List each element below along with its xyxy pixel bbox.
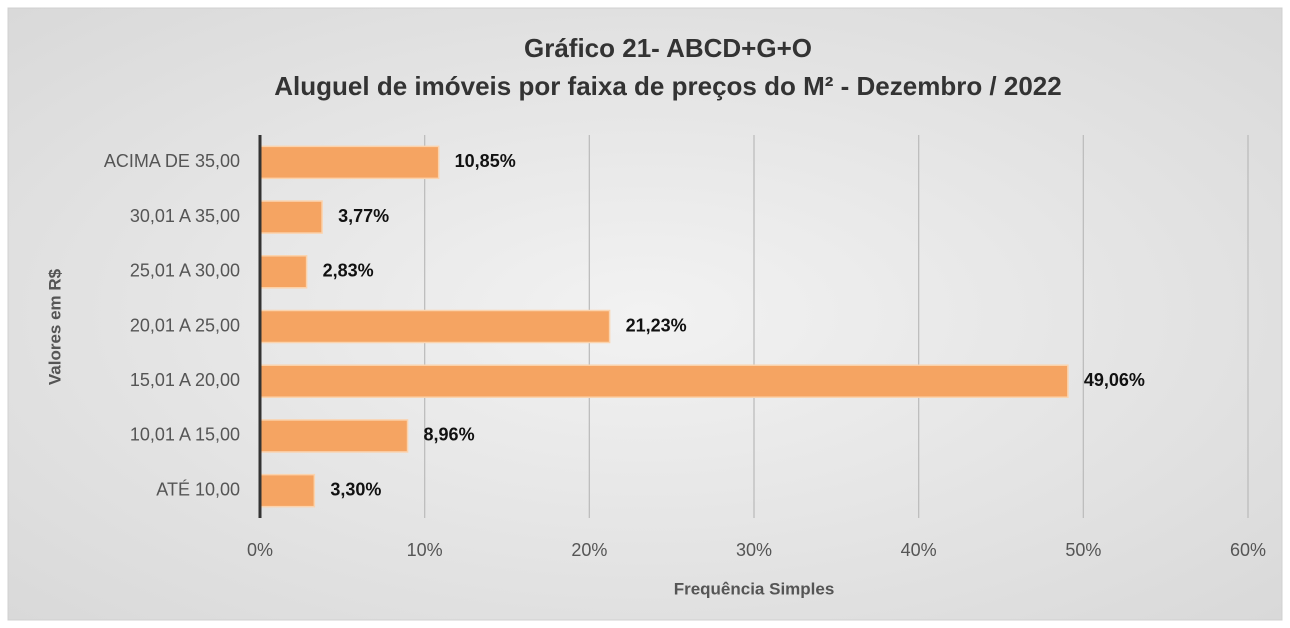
bar bbox=[259, 473, 316, 508]
y-tick-label: 20,01 A 25,00 bbox=[130, 315, 240, 335]
y-tick-label: ACIMA DE 35,00 bbox=[104, 151, 240, 171]
x-axis-label: Frequência Simples bbox=[674, 579, 835, 598]
x-tick-label: 30% bbox=[736, 540, 772, 560]
x-tick-label: 50% bbox=[1065, 540, 1101, 560]
value-label: 2,83% bbox=[323, 261, 374, 281]
chart-background bbox=[7, 7, 1283, 621]
value-label: 49,06% bbox=[1084, 370, 1145, 390]
x-tick-label: 40% bbox=[901, 540, 937, 560]
x-tick-label: 20% bbox=[571, 540, 607, 560]
bar bbox=[259, 309, 611, 344]
x-tick-label: 0% bbox=[247, 540, 273, 560]
y-tick-label: 30,01 A 35,00 bbox=[130, 206, 240, 226]
bar bbox=[259, 419, 409, 453]
value-label: 3,77% bbox=[338, 206, 389, 226]
value-label: 10,85% bbox=[455, 151, 516, 171]
x-tick-label: 10% bbox=[407, 540, 443, 560]
y-axis-label: Valores em R$ bbox=[45, 268, 64, 385]
bar bbox=[259, 200, 323, 234]
bar bbox=[259, 145, 440, 180]
value-label: 8,96% bbox=[424, 425, 475, 445]
y-tick-label: ATÉ 10,00 bbox=[156, 479, 240, 499]
chart-subtitle: Aluguel de imóveis por faixa de preços d… bbox=[274, 71, 1061, 101]
bar bbox=[259, 364, 1069, 398]
value-label: 3,30% bbox=[330, 479, 381, 499]
y-tick-label: 25,01 A 30,00 bbox=[130, 261, 240, 281]
value-label: 21,23% bbox=[626, 315, 687, 335]
y-tick-label: 15,01 A 20,00 bbox=[130, 370, 240, 390]
bar bbox=[259, 255, 308, 289]
y-tick-label: 10,01 A 15,00 bbox=[130, 425, 240, 445]
chart-title: Gráfico 21- ABCD+G+O bbox=[524, 33, 812, 63]
x-tick-label: 60% bbox=[1230, 540, 1266, 560]
